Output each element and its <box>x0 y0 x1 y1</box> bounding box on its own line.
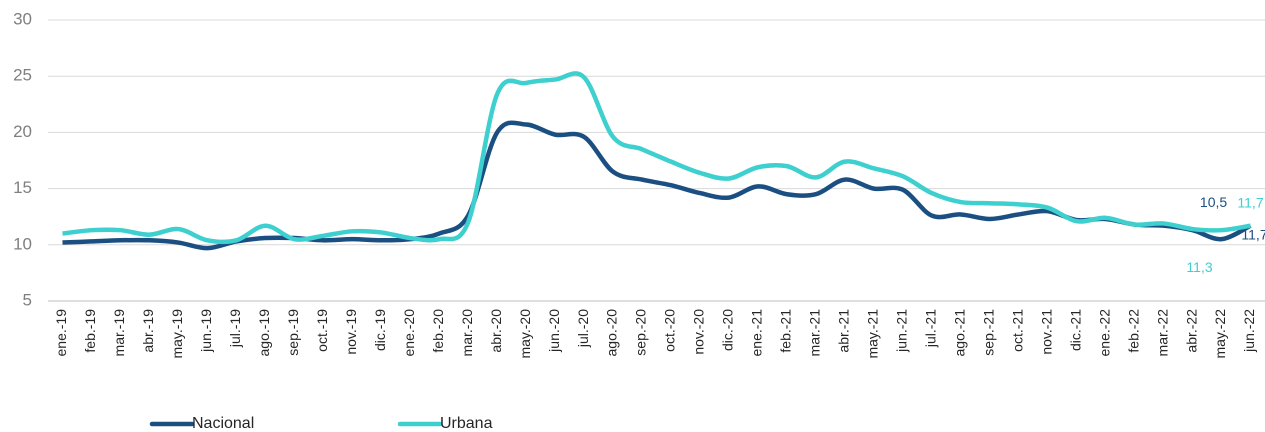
x-tick-label: dic.-19 <box>372 309 388 351</box>
line-series <box>62 120 1252 251</box>
y-tick-label: 5 <box>23 290 32 309</box>
x-tick-label: feb.-21 <box>778 309 794 353</box>
x-tick-label: jun.-19 <box>198 309 214 353</box>
x-tick-label: feb.-19 <box>82 309 98 353</box>
x-tick-label: abr.-19 <box>140 309 156 353</box>
x-tick-label: dic.-20 <box>720 309 736 351</box>
data-label: 11,7 <box>1237 194 1263 210</box>
y-tick-label: 10 <box>13 234 32 253</box>
x-tick-label: feb.-22 <box>1125 309 1141 353</box>
x-tick-label: jul.-20 <box>575 309 591 348</box>
x-tick-label: ene.-19 <box>53 309 69 357</box>
legend-label: Nacional <box>192 415 254 432</box>
x-tick-label: feb.-20 <box>430 309 446 353</box>
x-tick-label: may.-22 <box>1212 309 1228 359</box>
x-tick-label: mar.-19 <box>111 309 127 357</box>
x-tick-label: dic.-21 <box>1067 309 1083 351</box>
y-tick-label: 30 <box>13 9 32 28</box>
x-tick-label: sep.-20 <box>633 309 649 356</box>
x-tick-label: sep.-21 <box>980 309 996 356</box>
x-tick-label: mar.-22 <box>1154 309 1170 357</box>
y-tick-label: 20 <box>13 122 32 141</box>
x-tick-label: oct.-21 <box>1009 309 1025 352</box>
data-label: 11,7 <box>1241 226 1265 242</box>
x-tick-label: jun.-20 <box>546 309 562 353</box>
x-tick-label: ago.-20 <box>604 309 620 357</box>
data-label: 11,3 <box>1186 259 1212 275</box>
x-tick-label: jul.-21 <box>922 309 938 348</box>
x-tick-label: abr.-20 <box>488 309 504 353</box>
x-tick-label: mar.-21 <box>807 309 823 357</box>
x-tick-label: oct.-19 <box>314 309 330 352</box>
y-tick-label: 25 <box>13 66 32 85</box>
x-tick-label: jul.-19 <box>227 309 243 348</box>
legend-label: Urbana <box>440 415 493 432</box>
x-tick-label: ene.-21 <box>749 309 765 357</box>
legend-item: Nacional <box>149 415 254 432</box>
x-tick-label: ene.-22 <box>1096 309 1112 357</box>
x-tick-label: ago.-19 <box>256 309 272 357</box>
x-tick-label: oct.-20 <box>662 309 678 352</box>
x-tick-label: mar.-20 <box>459 309 475 357</box>
x-tick-label: abr.-22 <box>1183 309 1199 353</box>
x-tick-label: may.-20 <box>517 309 533 359</box>
x-tick-label: may.-19 <box>169 309 185 359</box>
x-tick-label: jun.-21 <box>894 309 910 353</box>
x-tick-label: ago.-21 <box>951 309 967 357</box>
x-tick-label: may.-21 <box>865 309 881 359</box>
x-tick-label: jun.-22 <box>1241 309 1257 353</box>
x-tick-label: sep.-19 <box>285 309 301 356</box>
y-tick-label: 15 <box>13 178 32 197</box>
x-tick-label: nov.-21 <box>1038 309 1054 355</box>
data-label: 10,5 <box>1200 194 1227 210</box>
x-tick-label: ene.-20 <box>401 309 417 357</box>
x-tick-label: nov.-19 <box>343 309 359 355</box>
line-series <box>62 71 1251 245</box>
x-tick-label: abr.-21 <box>836 309 852 353</box>
x-tick-label: nov.-20 <box>691 309 707 355</box>
legend-item: Urbana <box>397 415 493 432</box>
